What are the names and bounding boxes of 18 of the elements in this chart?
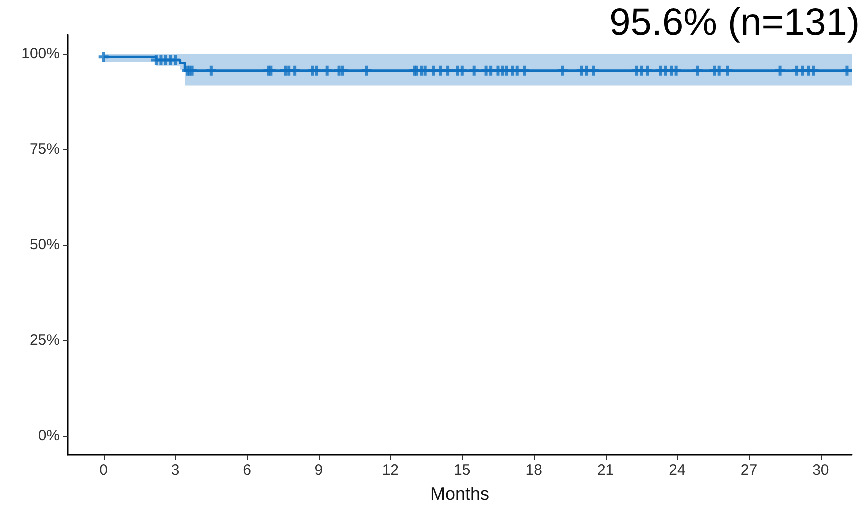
x-tick-label: 9 — [314, 462, 324, 479]
x-tick-label: 27 — [740, 462, 758, 479]
x-tick-label: 6 — [243, 462, 252, 479]
y-tick-label: 75% — [30, 141, 60, 158]
y-tick-label: 100% — [22, 46, 60, 63]
y-tick-label: 50% — [30, 236, 60, 254]
x-tick-label: 30 — [812, 462, 830, 479]
x-tick-label: 21 — [597, 462, 614, 479]
x-tick-label: 3 — [171, 462, 180, 479]
x-tick-label: 15 — [454, 462, 471, 479]
x-tick-label: 0 — [100, 462, 108, 479]
y-tick-label: 25% — [30, 332, 60, 349]
x-tick-label: 12 — [382, 462, 400, 479]
x-tick-label: 18 — [526, 462, 542, 479]
x-axis-title: Months — [430, 484, 490, 504]
y-tick-label: 0% — [38, 427, 60, 444]
annotation: 95.6% (n=131) — [610, 2, 860, 44]
x-tick-label: 24 — [669, 462, 686, 479]
